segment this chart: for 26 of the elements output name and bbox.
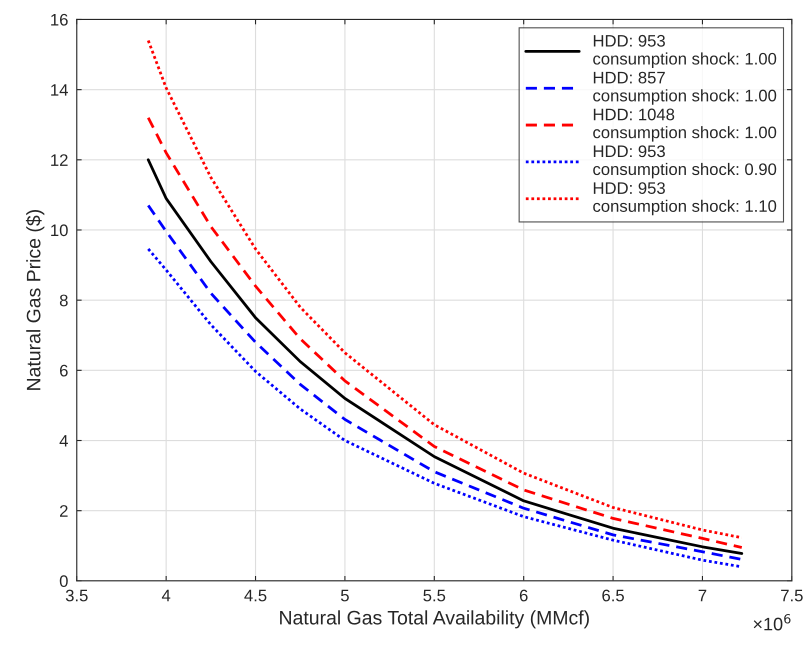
x-tick-label: 5.5: [423, 590, 446, 602]
legend-label: HDD: 953 consumption shock: 0.90: [593, 145, 776, 178]
x-tick-label: 6.5: [602, 590, 624, 602]
y-tick-label: 0: [60, 575, 68, 588]
x-tick-label: 7: [698, 590, 706, 602]
y-tick-label: 6: [60, 364, 68, 377]
x-tick-label: 5: [340, 590, 349, 602]
x-tick-label: 4.5: [244, 590, 266, 602]
x-tick-label: 7.5: [781, 590, 803, 602]
text: ×10$^{6}$: [754, 614, 791, 630]
y-tick-label: 14: [51, 84, 68, 96]
y-tick-label: 16: [51, 14, 68, 26]
legend-label: HDD: 1048 consumption shock: 1.00: [593, 108, 776, 142]
legend-label: HDD: 953 consumption shock: 1.00: [593, 34, 776, 68]
legend-label: HDD: 857 consumption shock: 1.00: [593, 72, 776, 105]
x-tick-label: 3.5: [66, 590, 88, 602]
x-axis-title: Natural Gas Total Availability (MMcf): [280, 610, 589, 628]
y-tick-label: 2: [60, 505, 68, 517]
x-tick-label: 4: [162, 590, 170, 602]
y-axis-title: Natural Gas Price ($): [26, 210, 44, 390]
y-tick-label: 4: [60, 435, 68, 447]
y-tick-label: 8: [60, 294, 68, 306]
legend-label: HDD: 953 consumption shock: 1.10: [593, 182, 776, 216]
y-tick-label: 12: [51, 154, 68, 166]
x-tick-label: 6: [520, 590, 528, 602]
y-tick-label: 10: [51, 224, 68, 236]
